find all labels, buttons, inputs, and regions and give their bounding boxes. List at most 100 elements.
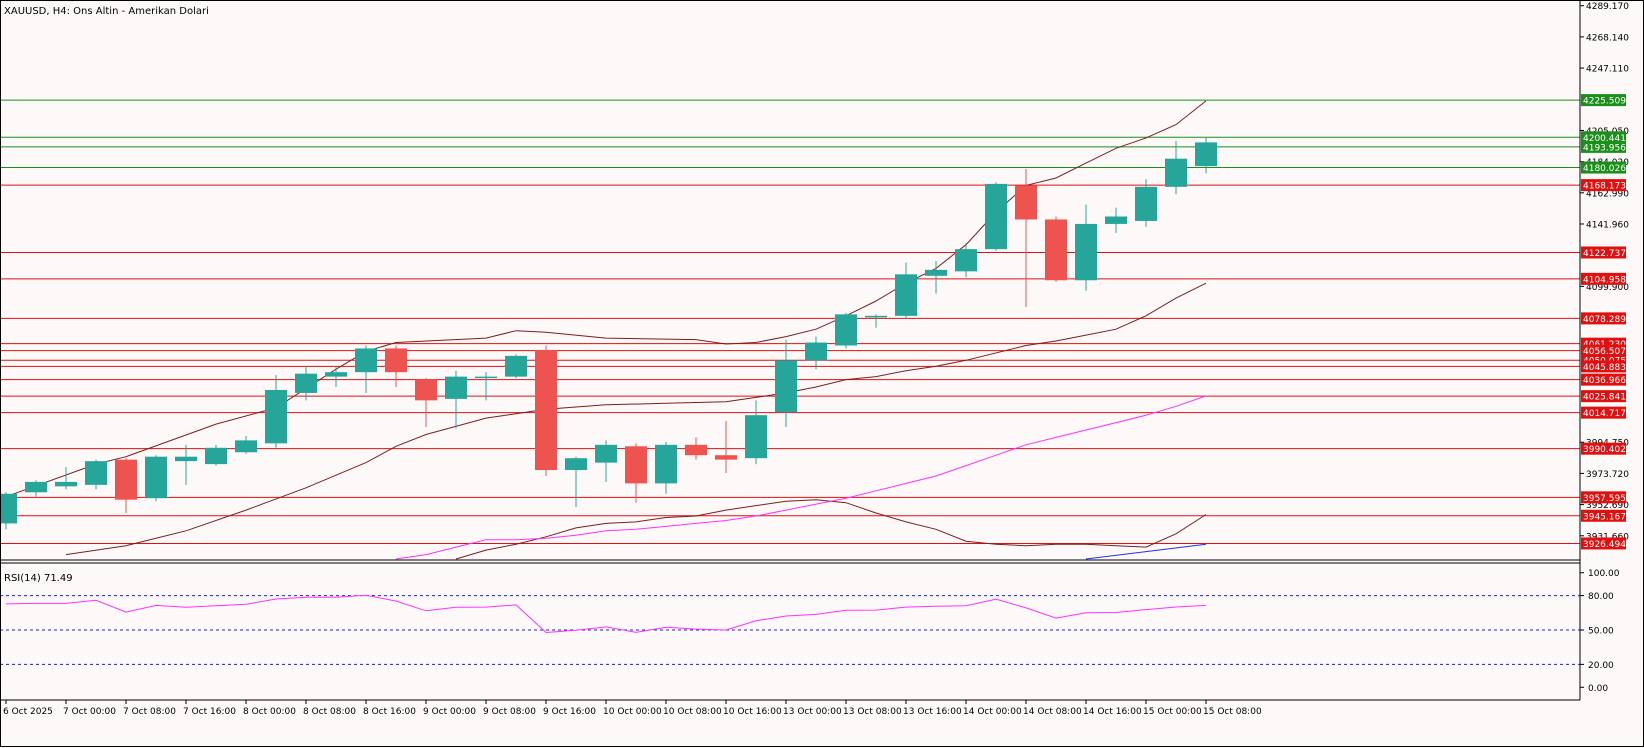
candle-38[interactable] — [1135, 179, 1157, 227]
candle-body — [175, 456, 197, 462]
rsi-tick-label: 20.00 — [1588, 661, 1614, 671]
candle-body — [1105, 216, 1127, 224]
candles-layer[interactable] — [0, 137, 1217, 530]
candle-body — [805, 342, 827, 361]
level-tag-bg — [1581, 272, 1626, 285]
rsi-tick-label: 50.00 — [1588, 627, 1614, 637]
candle-15[interactable] — [445, 370, 467, 429]
candle-body — [865, 315, 887, 318]
candle-13[interactable] — [385, 345, 407, 388]
time-tick-label: 15 Oct 08:00 — [1203, 707, 1262, 717]
candle-20[interactable] — [595, 440, 617, 482]
time-tick-label: 8 Oct 16:00 — [363, 707, 416, 717]
horizontal-levels-layer — [0, 99, 1580, 544]
candle-29[interactable] — [865, 314, 887, 328]
time-tick-label: 10 Oct 00:00 — [603, 707, 662, 717]
time-tick-label: 10 Oct 08:00 — [663, 707, 722, 717]
time-tick-label: 9 Oct 16:00 — [543, 707, 596, 717]
candle-12[interactable] — [355, 345, 377, 393]
candle-19[interactable] — [565, 456, 587, 508]
level-tag-bg — [1581, 94, 1626, 107]
candle-36[interactable] — [1075, 204, 1097, 291]
candle-27[interactable] — [805, 336, 827, 370]
candle-body — [895, 274, 917, 316]
candle-34[interactable] — [1015, 169, 1037, 307]
candle-24[interactable] — [715, 421, 737, 474]
candle-11[interactable] — [325, 366, 347, 388]
candle-33[interactable] — [985, 182, 1007, 251]
candle-21[interactable] — [625, 443, 647, 503]
level-tag-label: 3957.595 — [1583, 494, 1626, 504]
candle-10[interactable] — [295, 366, 317, 401]
candle-7[interactable] — [205, 444, 227, 466]
price-tick-label: 4162.990 — [1586, 189, 1629, 199]
price-tick-label: 3952.690 — [1586, 501, 1629, 511]
candle-3[interactable] — [85, 459, 107, 490]
candle-4[interactable] — [115, 458, 137, 514]
price-tick-label: 4289.170 — [1586, 2, 1629, 12]
ma-magenta-line — [395, 395, 1207, 560]
candle-28[interactable] — [835, 312, 857, 349]
candle-body — [325, 372, 347, 377]
level-tag-bg — [1581, 491, 1626, 504]
level-tag-label: 4014.717 — [1583, 409, 1626, 419]
time-tick-label: 13 Oct 00:00 — [783, 707, 842, 717]
candle-1[interactable] — [25, 480, 47, 497]
candle-body — [1015, 185, 1037, 220]
level-tag-label: 4045.883 — [1583, 363, 1626, 373]
candle-39[interactable] — [1165, 140, 1187, 195]
candle-31[interactable] — [925, 260, 947, 294]
candle-0[interactable] — [0, 492, 17, 530]
candle-18[interactable] — [535, 345, 557, 476]
candle-5[interactable] — [145, 455, 167, 502]
candle-body — [85, 461, 107, 485]
candle-2[interactable] — [55, 467, 77, 490]
rsi-tick-label: 0.00 — [1588, 684, 1608, 694]
candle-37[interactable] — [1105, 207, 1127, 233]
candle-body — [25, 481, 47, 493]
bollinger-lower-line — [455, 499, 1207, 560]
level-tag-label: 4193.956 — [1583, 143, 1626, 153]
price-tick-label: 4141.960 — [1586, 220, 1629, 230]
candle-8[interactable] — [235, 435, 257, 454]
candle-body — [745, 415, 767, 459]
candle-9[interactable] — [265, 375, 287, 448]
candle-32[interactable] — [955, 243, 977, 278]
candle-22[interactable] — [655, 441, 677, 494]
candle-40[interactable] — [1195, 137, 1217, 174]
candle-body — [955, 249, 977, 272]
candle-35[interactable] — [1045, 216, 1067, 282]
level-tag-label: 4122.737 — [1583, 249, 1626, 259]
time-tick-label: 10 Oct 16:00 — [723, 707, 782, 717]
candle-16[interactable] — [475, 372, 497, 401]
candle-30[interactable] — [895, 262, 917, 319]
level-tag-label: 4180.026 — [1583, 164, 1626, 174]
level-tag-label: 4036.966 — [1583, 376, 1626, 386]
time-tick-label: 8 Oct 08:00 — [303, 707, 356, 717]
candle-17[interactable] — [505, 354, 527, 379]
rsi-tick-label: 80.00 — [1588, 592, 1614, 602]
level-tag-bg — [1581, 442, 1626, 455]
candle-body — [1045, 219, 1067, 281]
candle-body — [205, 447, 227, 465]
candle-body — [595, 444, 617, 463]
level-tag-label: 4078.289 — [1583, 315, 1626, 325]
candle-14[interactable] — [415, 378, 437, 428]
price-tick-label: 4247.110 — [1586, 65, 1629, 75]
candle-body — [1195, 142, 1217, 167]
rsi-line — [5, 594, 1207, 634]
level-tag-bg — [1581, 344, 1626, 357]
candle-body — [475, 376, 497, 379]
candle-6[interactable] — [175, 444, 197, 485]
candle-23[interactable] — [685, 437, 707, 460]
level-tag-bg — [1581, 246, 1626, 259]
candle-body — [145, 456, 167, 499]
level-tag-label: 3926.494 — [1583, 540, 1626, 550]
rsi-layer — [0, 562, 1580, 665]
price-tick-label: 4268.140 — [1586, 33, 1629, 43]
time-tick-label: 13 Oct 08:00 — [843, 707, 902, 717]
candle-26[interactable] — [775, 339, 797, 428]
candle-body — [355, 348, 377, 373]
candle-25[interactable] — [745, 400, 767, 465]
